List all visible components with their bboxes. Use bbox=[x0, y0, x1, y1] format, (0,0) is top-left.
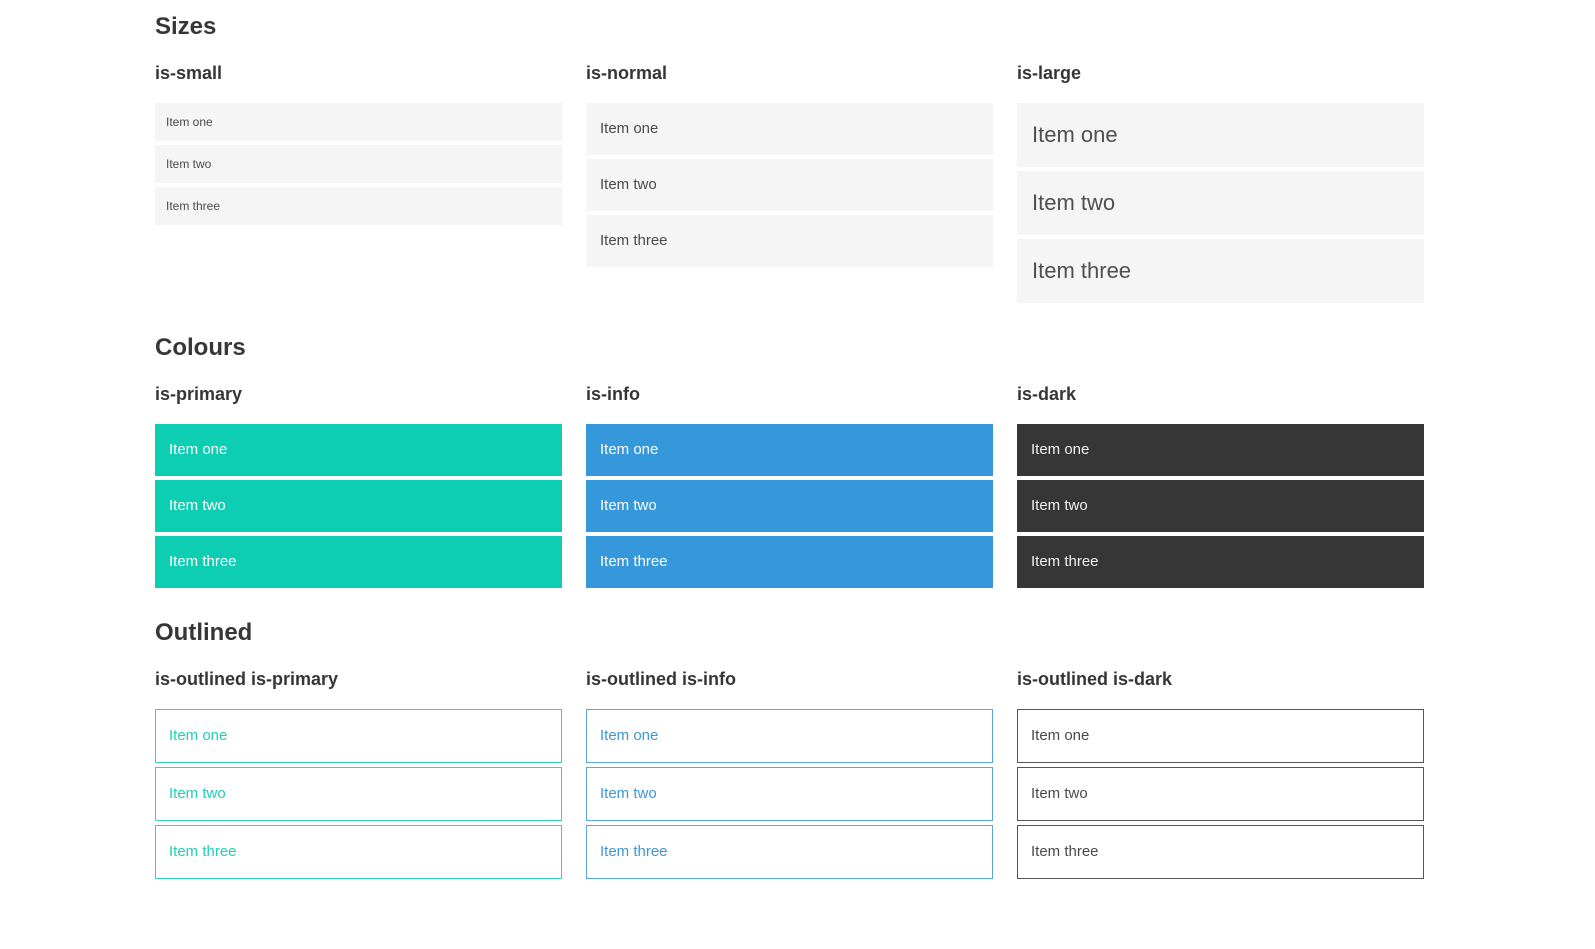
section-title: Sizes bbox=[155, 13, 217, 40]
list-item[interactable]: Item one bbox=[1017, 709, 1424, 763]
section-colours: Colours is-primary Item one Item two Ite… bbox=[155, 333, 1424, 592]
list-is-small: Item one Item two Item three bbox=[155, 103, 562, 225]
list-item[interactable]: Item two bbox=[586, 480, 993, 532]
list-is-outlined-is-primary: Item one Item two Item three bbox=[155, 709, 562, 879]
list-item[interactable]: Item two bbox=[1017, 171, 1424, 235]
group-label: is-primary bbox=[155, 384, 243, 404]
list-item[interactable]: Item three bbox=[1017, 536, 1424, 588]
list-item[interactable]: Item three bbox=[155, 536, 562, 588]
group-is-outlined-is-info: is-outlined is-info Item one Item two It… bbox=[586, 668, 993, 883]
group-label: is-dark bbox=[1017, 384, 1077, 404]
list-is-info: Item one Item two Item three bbox=[586, 424, 993, 588]
list-item[interactable]: Item three bbox=[586, 215, 993, 267]
list-item[interactable]: Item one bbox=[586, 709, 993, 763]
group-is-info: is-info Item one Item two Item three bbox=[586, 383, 993, 592]
list-item[interactable]: Item two bbox=[586, 159, 993, 211]
list-item[interactable]: Item one bbox=[155, 103, 562, 141]
list-item[interactable]: Item two bbox=[1017, 767, 1424, 821]
list-is-large: Item one Item two Item three bbox=[1017, 103, 1424, 303]
section-title: Outlined bbox=[155, 619, 253, 646]
list-is-normal: Item one Item two Item three bbox=[586, 103, 993, 267]
group-is-outlined-is-dark: is-outlined is-dark Item one Item two It… bbox=[1017, 668, 1424, 883]
section-outlined: Outlined is-outlined is-primary Item one… bbox=[155, 618, 1424, 883]
list-item[interactable]: Item one bbox=[1017, 424, 1424, 476]
group-label: is-outlined is-info bbox=[586, 669, 736, 689]
list-item[interactable]: Item one bbox=[586, 424, 993, 476]
list-item[interactable]: Item three bbox=[586, 536, 993, 588]
group-label: is-normal bbox=[586, 63, 668, 83]
list-item[interactable]: Item three bbox=[155, 825, 562, 879]
group-is-outlined-is-primary: is-outlined is-primary Item one Item two… bbox=[155, 668, 562, 883]
list-item[interactable]: Item two bbox=[155, 767, 562, 821]
group-label: is-large bbox=[1017, 63, 1082, 83]
group-label: is-info bbox=[586, 384, 640, 404]
sizes-row: is-small Item one Item two Item three is… bbox=[155, 62, 1424, 307]
group-is-primary: is-primary Item one Item two Item three bbox=[155, 383, 562, 592]
section-sizes: Sizes is-small Item one Item two Item th… bbox=[155, 12, 1424, 307]
list-item[interactable]: Item one bbox=[155, 424, 562, 476]
group-is-dark: is-dark Item one Item two Item three bbox=[1017, 383, 1424, 592]
list-is-outlined-is-info: Item one Item two Item three bbox=[586, 709, 993, 879]
group-label: is-outlined is-primary bbox=[155, 669, 339, 689]
section-title: Colours bbox=[155, 334, 246, 361]
colours-row: is-primary Item one Item two Item three … bbox=[155, 383, 1424, 592]
group-is-large: is-large Item one Item two Item three bbox=[1017, 62, 1424, 307]
list-is-dark: Item one Item two Item three bbox=[1017, 424, 1424, 588]
list-is-outlined-is-dark: Item one Item two Item three bbox=[1017, 709, 1424, 879]
group-is-normal: is-normal Item one Item two Item three bbox=[586, 62, 993, 307]
list-item[interactable]: Item two bbox=[155, 145, 562, 183]
list-item[interactable]: Item one bbox=[586, 103, 993, 155]
list-is-primary: Item one Item two Item three bbox=[155, 424, 562, 588]
list-item[interactable]: Item three bbox=[1017, 825, 1424, 879]
list-item[interactable]: Item one bbox=[155, 709, 562, 763]
list-item[interactable]: Item two bbox=[155, 480, 562, 532]
group-is-small: is-small Item one Item two Item three bbox=[155, 62, 562, 307]
group-label: is-outlined is-dark bbox=[1017, 669, 1173, 689]
group-label: is-small bbox=[155, 63, 223, 83]
list-component-showcase: Sizes is-small Item one Item two Item th… bbox=[155, 12, 1424, 883]
list-item[interactable]: Item two bbox=[1017, 480, 1424, 532]
list-item[interactable]: Item three bbox=[1017, 239, 1424, 303]
outlined-row: is-outlined is-primary Item one Item two… bbox=[155, 668, 1424, 883]
list-item[interactable]: Item three bbox=[155, 187, 562, 225]
list-item[interactable]: Item two bbox=[586, 767, 993, 821]
list-item[interactable]: Item one bbox=[1017, 103, 1424, 167]
list-item[interactable]: Item three bbox=[586, 825, 993, 879]
